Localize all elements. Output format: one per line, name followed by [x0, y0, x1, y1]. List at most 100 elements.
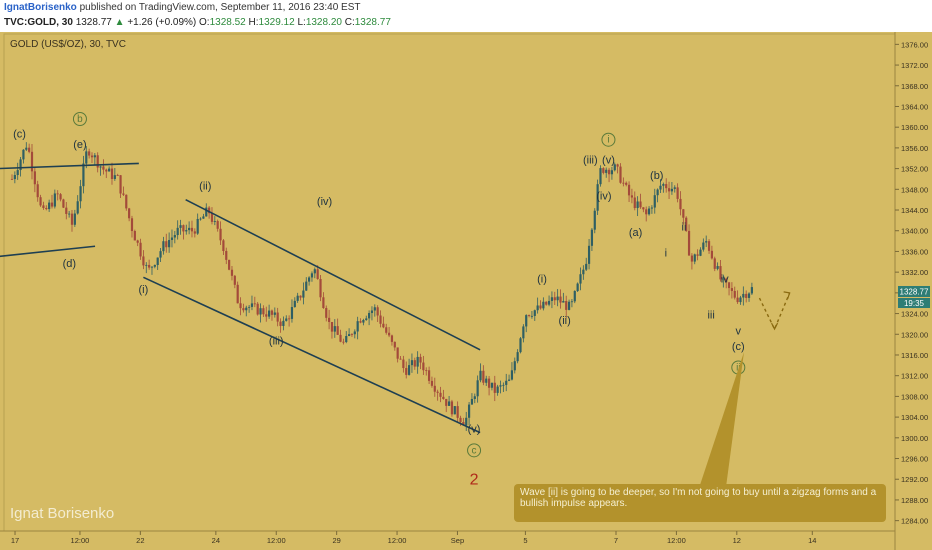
candle-body: [407, 365, 411, 375]
candle-body: [108, 168, 111, 172]
high-label: H:: [248, 17, 259, 28]
candle-body: [573, 291, 576, 302]
wave-label: (e): [73, 139, 86, 151]
candle-body: [405, 368, 408, 375]
y-tick-label: 1332.00: [901, 268, 928, 277]
candle-body: [236, 284, 239, 304]
candle-body: [170, 237, 174, 240]
candle-body: [59, 194, 62, 200]
trendline[interactable]: [185, 198, 481, 351]
chart-background: [0, 32, 932, 550]
candle-body: [527, 315, 531, 316]
candle-body: [507, 379, 511, 381]
price-chart[interactable]: (c) b (e) (d) (i) (ii) (iii) (iv) (v) c 2 (i) (ii) (i…: [0, 32, 932, 550]
candle-body: [499, 385, 502, 387]
candle-body: [487, 378, 491, 388]
candle-body: [110, 168, 114, 179]
forecast-path: [758, 292, 791, 331]
wave-label: (i): [537, 274, 547, 286]
y-tick-label: 1312.00: [901, 372, 928, 381]
wave-label: (b): [650, 170, 663, 182]
candle-body: [379, 315, 382, 324]
candle-body: [179, 225, 182, 228]
trendlines-layer: [0, 162, 481, 434]
candle-body: [202, 216, 205, 219]
candles-layer: [10, 142, 753, 431]
wave-label: i: [607, 135, 609, 146]
trendline[interactable]: [0, 245, 96, 258]
candle-body: [82, 163, 85, 187]
candle-body: [679, 198, 682, 210]
published-text: published on TradingView.com, September …: [79, 2, 361, 13]
y-tick-label: 1360.00: [901, 123, 928, 132]
candle-body: [413, 360, 416, 367]
candle-body: [453, 406, 456, 415]
candle-body: [79, 186, 82, 202]
candle-body: [359, 321, 362, 323]
author-link[interactable]: IgnatBorisenko: [4, 2, 77, 13]
candle-body: [76, 201, 79, 214]
candle-body: [579, 274, 582, 284]
candle-body: [90, 155, 94, 158]
candle-body: [39, 197, 42, 206]
x-tick-label: 14: [808, 536, 816, 545]
candle-body: [442, 396, 445, 399]
candle-body: [242, 308, 245, 311]
countdown-tag: [898, 298, 930, 308]
x-tick-label: 17: [11, 536, 19, 545]
candle-body: [328, 317, 331, 322]
candle-body: [68, 213, 71, 215]
candle-body: [73, 213, 76, 225]
candle-body: [350, 334, 354, 335]
candle-body: [687, 230, 691, 256]
candle-body: [250, 303, 254, 307]
candle-body: [456, 406, 459, 418]
wave-label: c: [472, 445, 477, 456]
wave-label: (v): [602, 154, 615, 166]
candle-body: [736, 297, 739, 303]
forecast-arrow-up-icon: [783, 291, 791, 300]
candle-body: [450, 401, 454, 415]
candle-body: [422, 362, 425, 371]
candle-body: [36, 184, 39, 198]
candle-body: [722, 278, 725, 280]
trendline[interactable]: [143, 276, 481, 434]
candle-body: [416, 356, 419, 367]
y-tick-label: 1300.00: [901, 434, 928, 443]
candle-body: [162, 241, 165, 252]
candle-body: [85, 151, 88, 164]
candle-body: [196, 218, 199, 234]
candle-body: [473, 396, 476, 399]
candle-body: [510, 370, 514, 380]
candle-body: [576, 283, 579, 292]
candle-body: [533, 310, 536, 316]
wave-label: (iii): [269, 336, 284, 348]
candle-body: [116, 175, 119, 176]
candle-body: [430, 380, 434, 386]
wave-label: i: [665, 248, 667, 260]
candle-body: [376, 307, 379, 316]
wave-label: (iv): [317, 196, 332, 208]
open-label: O:: [199, 17, 210, 28]
candle-body: [259, 308, 262, 315]
candle-body: [582, 269, 585, 275]
trendline[interactable]: [0, 162, 139, 170]
candle-body: [625, 182, 628, 185]
candle-body: [136, 240, 139, 243]
y-tick-label: 1308.00: [901, 392, 928, 401]
candle-body: [105, 169, 108, 172]
y-tick-label: 1340.00: [901, 227, 928, 236]
candle-body: [705, 241, 708, 243]
candle-body: [339, 334, 342, 342]
candle-body: [290, 307, 294, 319]
candle-body: [539, 305, 542, 309]
candle-body: [445, 398, 448, 406]
candle-body: [647, 208, 651, 215]
y-tick-label: 1316.00: [901, 351, 928, 360]
candle-body: [419, 356, 422, 363]
wave-label: iv: [721, 274, 729, 286]
candle-body: [565, 301, 568, 310]
candle-body: [139, 242, 142, 257]
candle-body: [502, 384, 505, 386]
publish-line: IgnatBorisenko published on TradingView.…: [4, 2, 361, 13]
